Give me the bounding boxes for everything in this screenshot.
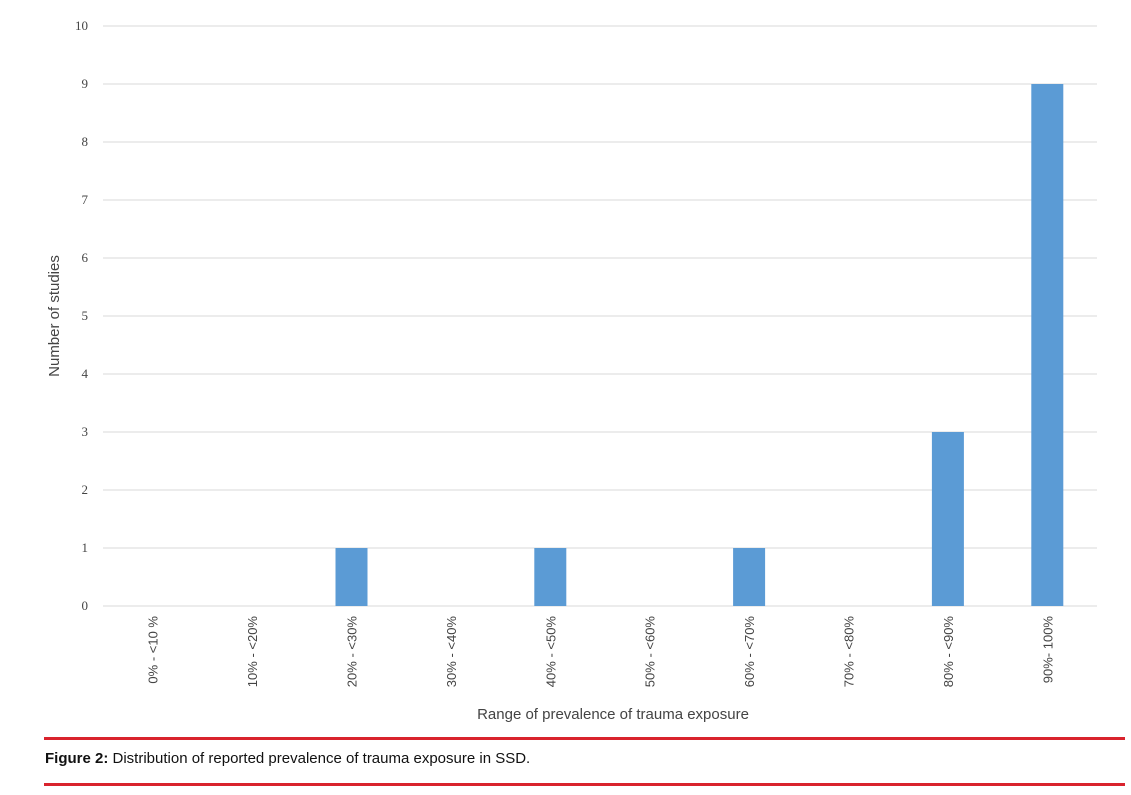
y-tick-label: 10 [75, 18, 88, 33]
x-axis-ticks: 0% - <10 % 10% - <20% 20% - <30% 30% - <40%… [146, 616, 1056, 688]
y-tick-label: 4 [82, 366, 89, 381]
bar-3 [335, 548, 368, 606]
x-tick-label: 20% - <30% [345, 616, 360, 688]
caption-rule-bottom [44, 783, 1125, 786]
caption-rule-top [44, 737, 1125, 740]
bar-10 [1031, 84, 1064, 606]
x-tick-label: 50% - <60% [643, 616, 658, 688]
y-axis-ticks: 0 1 2 3 4 5 6 7 8 9 10 [75, 18, 89, 613]
x-tick-label: 10% - <20% [245, 616, 260, 688]
y-tick-label: 3 [82, 424, 89, 439]
bar-9 [931, 432, 964, 606]
y-tick-label: 2 [82, 482, 89, 497]
x-tick-label: 0% - <10 % [146, 616, 161, 684]
y-tick-label: 7 [82, 192, 89, 207]
figure-caption: Figure 2: Distribution of reported preva… [45, 750, 530, 767]
x-tick-label: 30% - <40% [444, 616, 459, 688]
x-tick-label: 80% - <90% [941, 616, 956, 688]
caption-label: Figure 2: [45, 750, 109, 767]
bars [335, 84, 1064, 606]
x-tick-label: 70% - <80% [842, 616, 857, 688]
y-tick-label: 5 [82, 308, 89, 323]
caption-text: Distribution of reported prevalence of t… [108, 750, 531, 767]
grid-lines [103, 25, 1097, 607]
x-tick-label: 60% - <70% [742, 616, 757, 688]
y-tick-label: 9 [82, 76, 89, 91]
y-tick-label: 0 [82, 598, 89, 613]
y-axis-title: Number of studies [46, 255, 63, 377]
y-tick-label: 8 [82, 134, 89, 149]
y-tick-label: 6 [82, 250, 89, 265]
bar-chart: 0 1 2 3 4 5 6 7 8 9 10 0% - <10 % 10% - <20% 20% - <… [46, 18, 1097, 723]
bar-5 [534, 548, 567, 606]
x-tick-label: 40% - <50% [543, 616, 558, 688]
y-tick-label: 1 [82, 540, 89, 555]
x-axis-title: Range of prevalence of trauma exposure [477, 706, 749, 723]
x-tick-label: 90%- 100% [1040, 616, 1055, 684]
bar-7 [733, 548, 766, 606]
